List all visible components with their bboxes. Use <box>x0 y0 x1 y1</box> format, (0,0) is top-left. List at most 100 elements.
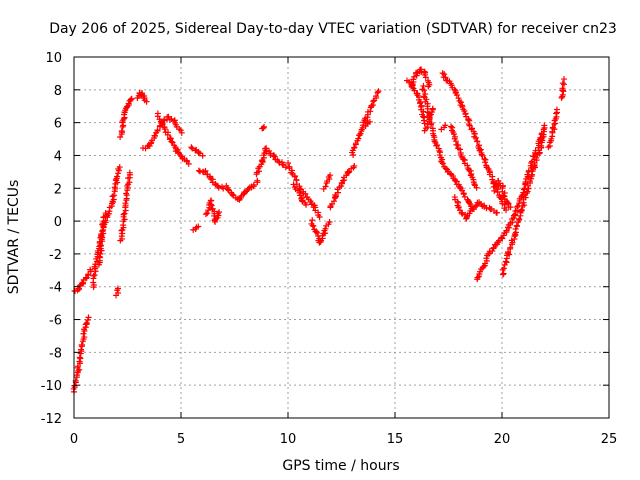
data-point <box>514 204 520 211</box>
data-point <box>420 82 427 89</box>
data-point <box>78 346 85 353</box>
data-point <box>481 155 488 162</box>
data-point <box>373 93 380 100</box>
data-point <box>422 74 429 81</box>
data-point <box>541 122 548 129</box>
series-af <box>439 70 510 214</box>
data-point <box>474 138 481 145</box>
series-h <box>134 90 150 105</box>
data-point <box>420 113 427 120</box>
data-point <box>116 164 123 171</box>
data-point <box>559 80 566 87</box>
x-tick-label: 15 <box>387 432 404 447</box>
series-w <box>320 172 334 192</box>
x-tick-labels: 0 5 10 15 20 25 <box>70 432 617 447</box>
data-point <box>507 204 514 211</box>
data-point <box>216 209 223 216</box>
series-c <box>90 164 123 291</box>
data-point <box>442 74 449 81</box>
data-point <box>290 181 297 188</box>
data-point <box>420 108 427 115</box>
data-point <box>465 121 472 128</box>
data-point <box>164 131 171 138</box>
data-point <box>553 110 560 117</box>
data-point <box>164 114 171 121</box>
chart-title: Day 206 of 2025, Sidereal Day-to-day VTE… <box>49 21 617 37</box>
y-tick-label: -2 <box>49 248 62 263</box>
data-point <box>450 131 457 138</box>
data-point <box>254 177 261 184</box>
data-point <box>310 223 317 230</box>
data-point <box>370 98 377 105</box>
data-point <box>178 129 185 136</box>
data-point <box>533 154 540 161</box>
series-aj <box>490 177 514 211</box>
series-o <box>223 177 261 203</box>
y-tick-label: 0 <box>54 215 62 230</box>
series-m <box>195 167 227 192</box>
data-point <box>122 200 129 207</box>
data-point <box>503 227 510 234</box>
data-point <box>465 199 472 206</box>
data-point <box>96 253 103 260</box>
data-point <box>123 190 130 197</box>
data-point <box>93 258 100 265</box>
data-point <box>429 105 436 112</box>
data-point <box>476 268 483 275</box>
y-tick-label: -6 <box>49 314 62 329</box>
data-point <box>421 120 428 127</box>
data-point <box>195 223 202 230</box>
series-b <box>71 266 94 295</box>
data-point <box>512 225 519 232</box>
series-k <box>188 144 206 159</box>
data-point <box>271 153 278 160</box>
data-point <box>494 209 501 216</box>
y-tick-label: 6 <box>54 117 62 132</box>
data-point <box>154 127 161 134</box>
data-point <box>118 127 125 134</box>
data-point <box>71 288 78 295</box>
data-point <box>161 125 168 132</box>
series-ag <box>451 194 501 222</box>
data-point <box>303 201 310 208</box>
data-point <box>559 85 566 92</box>
data-point <box>487 206 494 213</box>
data-point <box>461 193 468 200</box>
data-point <box>322 225 329 232</box>
data-point <box>128 95 135 102</box>
x-tick-label: 25 <box>601 432 618 447</box>
data-point <box>540 128 547 135</box>
data-point <box>538 142 545 149</box>
data-point <box>458 209 465 216</box>
data-point <box>199 152 206 159</box>
data-point <box>493 181 500 188</box>
data-point <box>351 144 358 151</box>
data-point <box>483 255 490 262</box>
data-point <box>102 210 109 217</box>
data-point <box>368 102 375 109</box>
data-point <box>76 354 83 361</box>
series-y <box>362 118 373 130</box>
series-ab <box>419 82 477 213</box>
data-point <box>188 144 195 151</box>
data-point <box>215 184 222 191</box>
data-point <box>448 123 455 130</box>
data-point <box>367 108 374 115</box>
data-point <box>553 106 560 113</box>
series-u <box>308 217 333 246</box>
data-point <box>87 266 94 273</box>
y-axis-label: SDTVAR / TECUs <box>6 180 22 295</box>
data-point <box>309 217 316 224</box>
data-point <box>110 192 117 199</box>
data-point <box>421 87 428 94</box>
data-point <box>255 168 262 175</box>
data-point <box>503 207 510 214</box>
data-point <box>97 250 104 257</box>
data-point <box>561 81 568 88</box>
data-point <box>524 188 531 195</box>
data-point <box>200 169 207 176</box>
data-point <box>522 194 529 201</box>
series-aa <box>408 66 433 90</box>
data-point <box>355 135 362 142</box>
